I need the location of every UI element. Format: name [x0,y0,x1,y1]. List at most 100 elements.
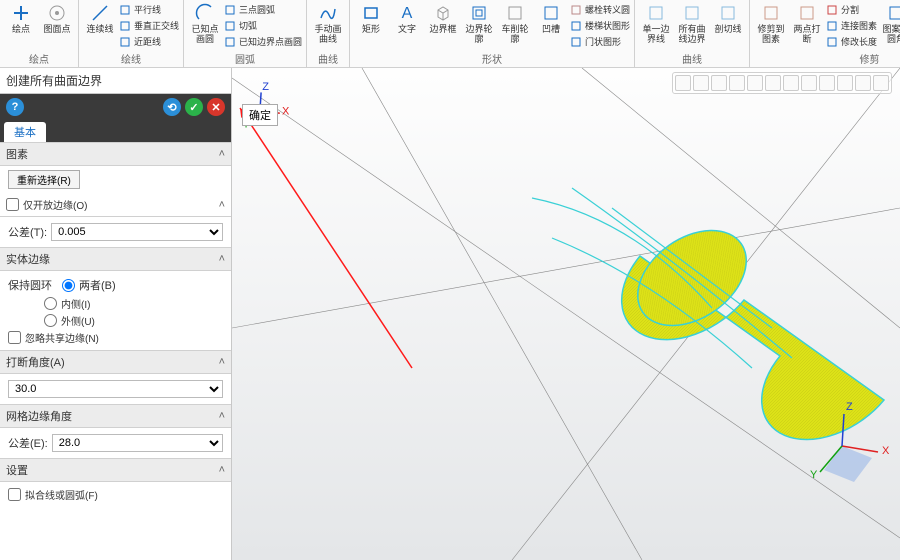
rect-icon [360,2,382,24]
arc3-button[interactable]: 三点圆弧 [224,2,302,17]
quick-icon[interactable] [855,75,871,91]
perp-button[interactable]: 垂直正交线 [119,18,179,33]
sync-icon[interactable]: ⟲ [163,98,181,116]
stair-button[interactable]: 楼梯状图形 [570,18,630,33]
near-button[interactable]: 近距线 [119,34,179,49]
chevron-up-icon[interactable]: ˄ [219,148,225,160]
section-solid-title: 实体边缘 [6,251,50,267]
target-button[interactable]: 图面点 [40,2,74,50]
arc-button[interactable]: 已知点画圆 [188,2,222,50]
slot-button[interactable]: 凹槽 [534,2,568,50]
cube-button[interactable]: 边界框 [426,2,460,50]
gear-button[interactable]: 螺栓转义圆 [570,2,630,17]
tan-button[interactable]: 切弧 [224,18,302,33]
bound1-button[interactable]: 单一边界线 [639,2,673,50]
ribbon-label: 图案倒圆角 [879,25,900,45]
carve-button[interactable]: 车削轮廓 [498,2,532,50]
slice-button[interactable]: 剖切线 [711,2,745,50]
accept-icon[interactable]: ✓ [185,98,203,116]
contour-button[interactable]: 边界轮廓 [462,2,496,50]
boundall-button[interactable]: 所有曲线边界 [675,2,709,50]
reselect-button[interactable]: 重新选择(R) [8,170,80,189]
cancel-icon[interactable]: ✕ [207,98,225,116]
chevron-up-icon[interactable]: ˄ [219,410,225,422]
quick-icon[interactable] [675,75,691,91]
ribbon-label: 修剪到图素 [754,25,788,45]
chevron-up-icon[interactable]: ˄ [219,464,225,476]
ribbon-label: 凹槽 [542,25,560,35]
stair-icon [570,20,582,32]
tolerance-input[interactable]: 0.005 [51,223,223,241]
chevron-up-icon[interactable]: ˄ [219,199,225,211]
quick-icon[interactable] [711,75,727,91]
ribbon-label: 边界框 [430,25,457,35]
parallel-button[interactable]: 平行线 [119,2,179,17]
ribbon-mini-label: 螺栓转义圆 [585,3,630,16]
ribbon-label: 边界轮廓 [462,25,496,45]
arc-icon [194,2,216,24]
quick-icon[interactable] [801,75,817,91]
mesh-tol-label: 公差(E): [8,435,48,451]
quick-icon[interactable] [693,75,709,91]
ribbon-group-label: 修剪 [754,50,900,67]
trim-button[interactable]: 修剪到图素 [754,2,788,50]
ignore-shared-checkbox[interactable] [8,331,21,344]
tan-icon [224,20,236,32]
confirm-button[interactable]: 确定 [242,104,278,126]
inner-radio[interactable] [44,297,57,310]
ribbon-mini-label: 三点圆弧 [239,3,275,16]
svg-text:A: A [402,5,413,22]
line-icon [89,2,111,24]
ribbon-group-label: 绘点 [4,50,74,67]
mesh-angle-input[interactable]: 28.0 [52,434,223,452]
carve-icon [504,2,526,24]
gear-icon [570,4,582,16]
quick-icon[interactable] [783,75,799,91]
door-icon [570,36,582,48]
arcpt-icon [224,36,236,48]
quick-icon[interactable] [819,75,835,91]
fit-checkbox[interactable] [8,488,21,501]
slice-icon [717,2,739,24]
split-button[interactable]: 分割 [826,2,877,17]
ignore-shared-label: 忽略共享边缘(N) [25,330,99,345]
ribbon-group-label: 形状 [354,50,630,67]
chevron-up-icon[interactable]: ˄ [219,356,225,368]
join-button[interactable]: 连接图素 [826,18,877,33]
ribbon-label: 两点打断 [790,25,824,45]
section-settings-title: 设置 [6,462,28,478]
spline-button[interactable]: 手动画曲线 [311,2,345,50]
arcpt-button[interactable]: 已知边界点画圆 [224,34,302,49]
line-button[interactable]: 连续线 [83,2,117,50]
both-radio[interactable] [62,279,75,292]
modlen-button[interactable]: 修改长度 [826,34,877,49]
open-edges-checkbox[interactable] [6,198,19,211]
help-icon[interactable]: ? [6,98,24,116]
quick-icon[interactable] [747,75,763,91]
boundall-icon [681,2,703,24]
quick-icon[interactable] [873,75,889,91]
door-button[interactable]: 门状图形 [570,34,630,49]
join-icon [826,20,838,32]
tab-basic[interactable]: 基本 [4,122,46,142]
chevron-up-icon[interactable]: ˄ [219,253,225,265]
text-button[interactable]: A文字 [390,2,424,50]
plus-button[interactable]: 绘点 [4,2,38,50]
ribbon-mini-label: 平行线 [134,3,161,16]
quick-icon[interactable] [729,75,745,91]
open-edges-label: 仅开放边缘(O) [23,197,87,212]
ribbon-label: 图面点 [43,25,70,35]
split-icon [826,4,838,16]
perp-icon [119,20,131,32]
svg-text:Z: Z [262,81,269,93]
outer-radio[interactable] [44,314,57,327]
ribbon-label: 所有曲线边界 [675,25,709,45]
quick-icon[interactable] [765,75,781,91]
quick-icon[interactable] [837,75,853,91]
inner-label: 内侧(I) [61,296,90,311]
break-angle-input[interactable]: 30.0 [8,380,223,398]
break2-button[interactable]: 两点打断 [790,2,824,50]
fillet-button[interactable]: 图案倒圆角 [879,2,900,50]
rect-button[interactable]: 矩形 [354,2,388,50]
viewport-3d[interactable]: XYZ XYZ 确定 [232,68,900,560]
